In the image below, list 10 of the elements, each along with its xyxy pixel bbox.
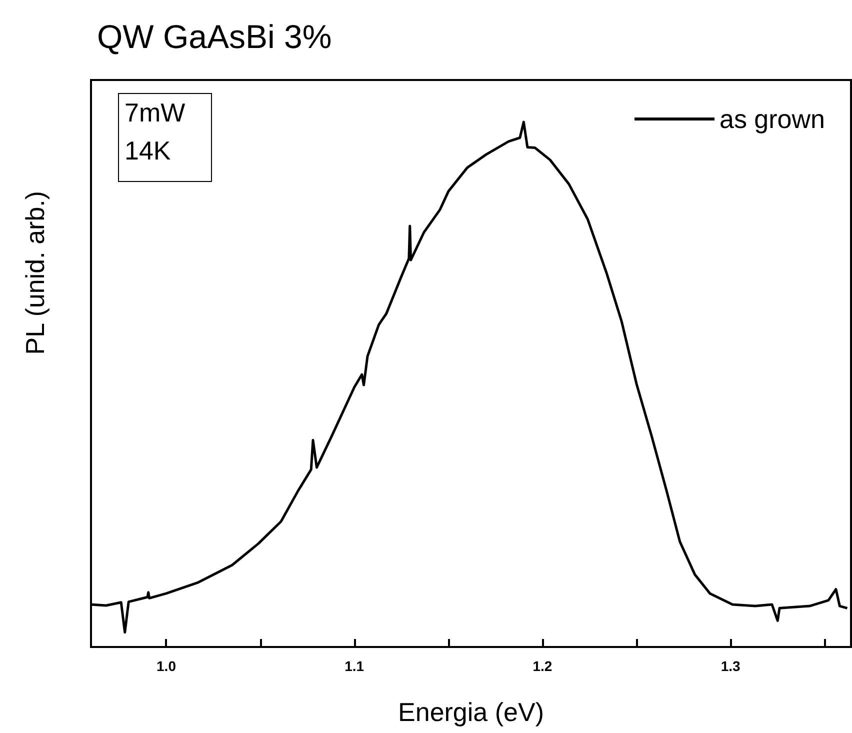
chart-title: QW GaAsBi 3%	[97, 18, 332, 55]
x-tick-label: 1.0	[156, 658, 176, 674]
legend-label: as grown	[720, 104, 825, 134]
x-tick-label: 1.1	[344, 658, 364, 674]
annotation: 14K	[124, 136, 172, 166]
x-tick-label: 1.2	[532, 658, 552, 674]
annotation: 7mW	[124, 98, 186, 128]
x-tick-label: 1.3	[720, 658, 741, 674]
y-axis-title: PL (unid. arb.)	[20, 190, 50, 355]
x-axis-title: Energia (eV)	[398, 697, 544, 727]
